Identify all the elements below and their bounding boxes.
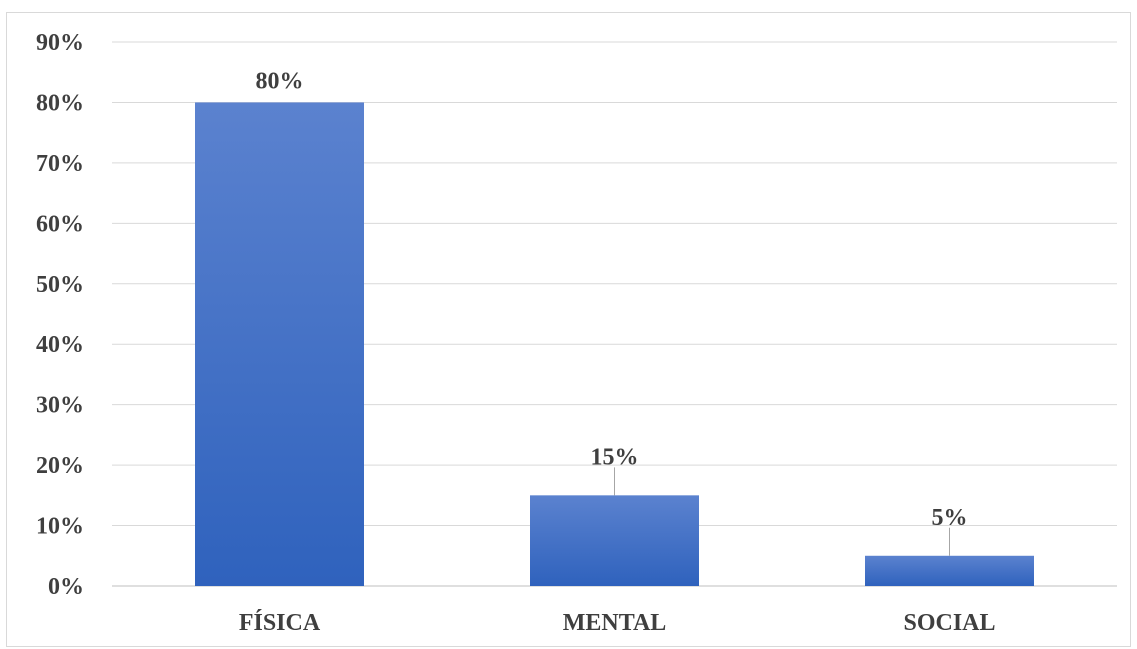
data-label: 5% (932, 505, 968, 531)
y-tick-label: 20% (36, 453, 84, 479)
y-tick-label: 60% (36, 211, 84, 237)
y-tick-label: 50% (36, 272, 84, 298)
x-axis: FÍSICA MENTAL SOCIAL (239, 610, 996, 636)
y-tick-label: 90% (36, 30, 84, 56)
x-tick-label: FÍSICA (239, 610, 321, 636)
bars: 80% 15% 5% (195, 68, 1034, 586)
data-label: 80% (256, 68, 304, 94)
y-tick-label: 70% (36, 151, 84, 177)
y-tick-label: 10% (36, 514, 84, 540)
data-label: 15% (591, 444, 639, 470)
y-axis: 0% 10% 20% 30% 40% 50% 60% 70% 80% 90% (36, 30, 84, 600)
y-tick-label: 0% (48, 574, 84, 600)
y-tick-label: 30% (36, 393, 84, 419)
y-tick-label: 80% (36, 90, 84, 116)
x-tick-label: MENTAL (563, 610, 667, 636)
bar (530, 495, 699, 586)
bar (865, 555, 1034, 586)
bar (195, 102, 364, 586)
y-tick-label: 40% (36, 332, 84, 358)
x-tick-label: SOCIAL (903, 610, 995, 636)
